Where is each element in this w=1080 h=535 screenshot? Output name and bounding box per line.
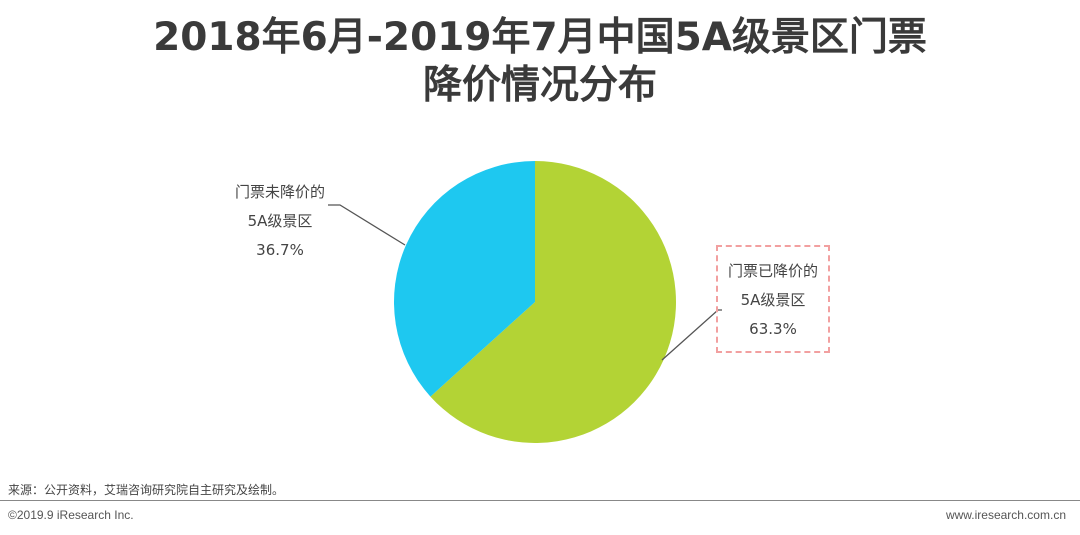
slice-label-line1: 门票未降价的: [234, 183, 325, 201]
website-url: www.iresearch.com.cn: [945, 508, 1066, 522]
pie-slice: [393, 160, 535, 397]
slice-label-percent: 63.3%: [749, 320, 797, 338]
footer-divider: [0, 500, 1080, 501]
slice-label-percent: 36.7%: [256, 241, 304, 259]
slice-label-line2: 5A级景区: [740, 291, 806, 309]
leader-line: [661, 309, 722, 361]
pie-slice: [430, 161, 676, 443]
chart-title-line1: 2018年6月-2019年7月中国5A级景区门票: [153, 15, 927, 60]
slice-label-reduced: 门票已降价的 5A级景区 63.3%: [716, 245, 830, 353]
slice-label-not-reduced: 门票未降价的 5A级景区 36.7%: [220, 178, 340, 265]
leader-line: [328, 204, 406, 246]
slice-label-line2: 5A级景区: [247, 212, 313, 230]
chart-title-line2: 降价情况分布: [422, 63, 657, 108]
slice-label-line1: 门票已降价的: [727, 262, 818, 280]
copyright: ©2019.9 iResearch Inc.: [8, 508, 134, 522]
source-note: 来源：公开资料，艾瑞咨询研究院自主研究及绘制。: [8, 483, 285, 497]
chart-title: 2018年6月-2019年7月中国5A级景区门票 降价情况分布: [0, 14, 1080, 110]
